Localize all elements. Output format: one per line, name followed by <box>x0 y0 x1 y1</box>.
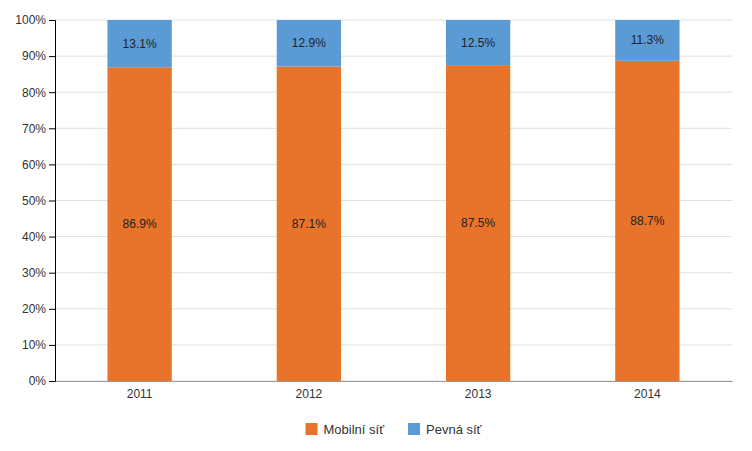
y-tick-label: 90% <box>22 49 46 63</box>
y-tick-mark <box>49 128 55 129</box>
y-tick-label: 70% <box>22 122 46 136</box>
x-tick: 2012 <box>296 381 323 401</box>
y-tick-label: 50% <box>22 194 46 208</box>
legend-item: Pevná síť <box>408 422 482 437</box>
legend-item: Mobilní síť <box>306 422 385 437</box>
bar-segment <box>446 20 510 65</box>
y-tick-mark <box>49 381 55 382</box>
bar-segment <box>107 67 171 381</box>
y-tick-label: 100% <box>15 13 46 27</box>
bar-segment <box>277 67 341 381</box>
data-label: 87.1% <box>292 217 326 231</box>
x-tick-label: 2012 <box>296 387 323 401</box>
plot-area: 2011 2012 2013 2014 0% 10% 20% 30% 40% 50% 60% 70% 8… <box>15 13 732 400</box>
y-tick-mark <box>49 237 55 238</box>
y-tick: 40% <box>22 230 55 244</box>
legend-label: Mobilní síť <box>324 422 385 437</box>
y-tick-mark <box>49 273 55 274</box>
legend: Mobilní síť Pevná síť <box>306 422 482 437</box>
y-tick-label: 60% <box>22 158 46 172</box>
y-tick: 100% <box>15 13 55 27</box>
data-label: 11.3% <box>631 33 664 47</box>
bar-segment <box>107 20 171 67</box>
data-label: 13.1% <box>123 37 157 51</box>
x-tick-label: 2013 <box>465 387 492 401</box>
y-tick-mark <box>49 309 55 310</box>
bar-segment <box>277 20 341 67</box>
bar-segment <box>615 20 679 61</box>
y-tick-label: 10% <box>22 338 46 352</box>
x-tick: 2011 <box>127 381 153 401</box>
x-tick-label: 2014 <box>634 387 661 401</box>
y-tick-mark <box>49 201 55 202</box>
y-tick-mark <box>49 56 55 57</box>
grid <box>55 20 732 381</box>
y-axis: 0% 10% 20% 30% 40% 50% 60% 70% 80% 90% 100% <box>15 13 55 388</box>
data-labels: 86.9% 87.1% 87.5% 88.7% 13.1% 12.9% 12.5% 11.3% <box>123 33 665 231</box>
x-tick: 2013 <box>465 381 492 401</box>
y-tick: 0% <box>29 374 55 388</box>
data-label: 86.9% <box>123 217 157 231</box>
y-tick-label: 80% <box>22 86 46 100</box>
y-tick-mark <box>49 164 55 165</box>
y-tick-label: 40% <box>22 230 46 244</box>
y-tick: 90% <box>22 49 55 63</box>
y-tick: 70% <box>22 122 55 136</box>
y-tick: 30% <box>22 266 55 280</box>
bar-segment <box>446 65 510 381</box>
legend-swatch <box>408 423 420 435</box>
y-tick: 20% <box>22 302 55 316</box>
data-label: 87.5% <box>461 216 495 230</box>
data-label: 88.7% <box>630 214 664 228</box>
legend-label: Pevná síť <box>426 422 482 437</box>
y-tick: 60% <box>22 158 55 172</box>
x-axis-line <box>56 381 733 382</box>
data-label: 12.5% <box>461 36 495 50</box>
y-tick: 50% <box>22 194 55 208</box>
y-tick: 10% <box>22 338 55 352</box>
y-tick-label: 0% <box>29 374 47 388</box>
y-tick-label: 30% <box>22 266 46 280</box>
x-tick: 2014 <box>634 381 661 401</box>
y-tick-mark <box>49 20 55 21</box>
y-tick-mark <box>49 345 55 346</box>
data-label: 12.9% <box>292 36 326 50</box>
y-axis-line <box>49 21 56 382</box>
bar-segment <box>615 61 679 381</box>
y-tick-label: 20% <box>22 302 46 316</box>
bars <box>107 20 679 381</box>
y-tick: 80% <box>22 86 55 100</box>
y-tick-mark <box>49 92 55 93</box>
legend-swatch <box>306 423 318 435</box>
x-axis: 2011 2012 2013 2014 <box>56 381 733 401</box>
chart: 2011 2012 2013 2014 0% 10% 20% 30% 40% 50% 60% 70% 8… <box>0 0 752 451</box>
x-tick-label: 2011 <box>127 387 153 401</box>
